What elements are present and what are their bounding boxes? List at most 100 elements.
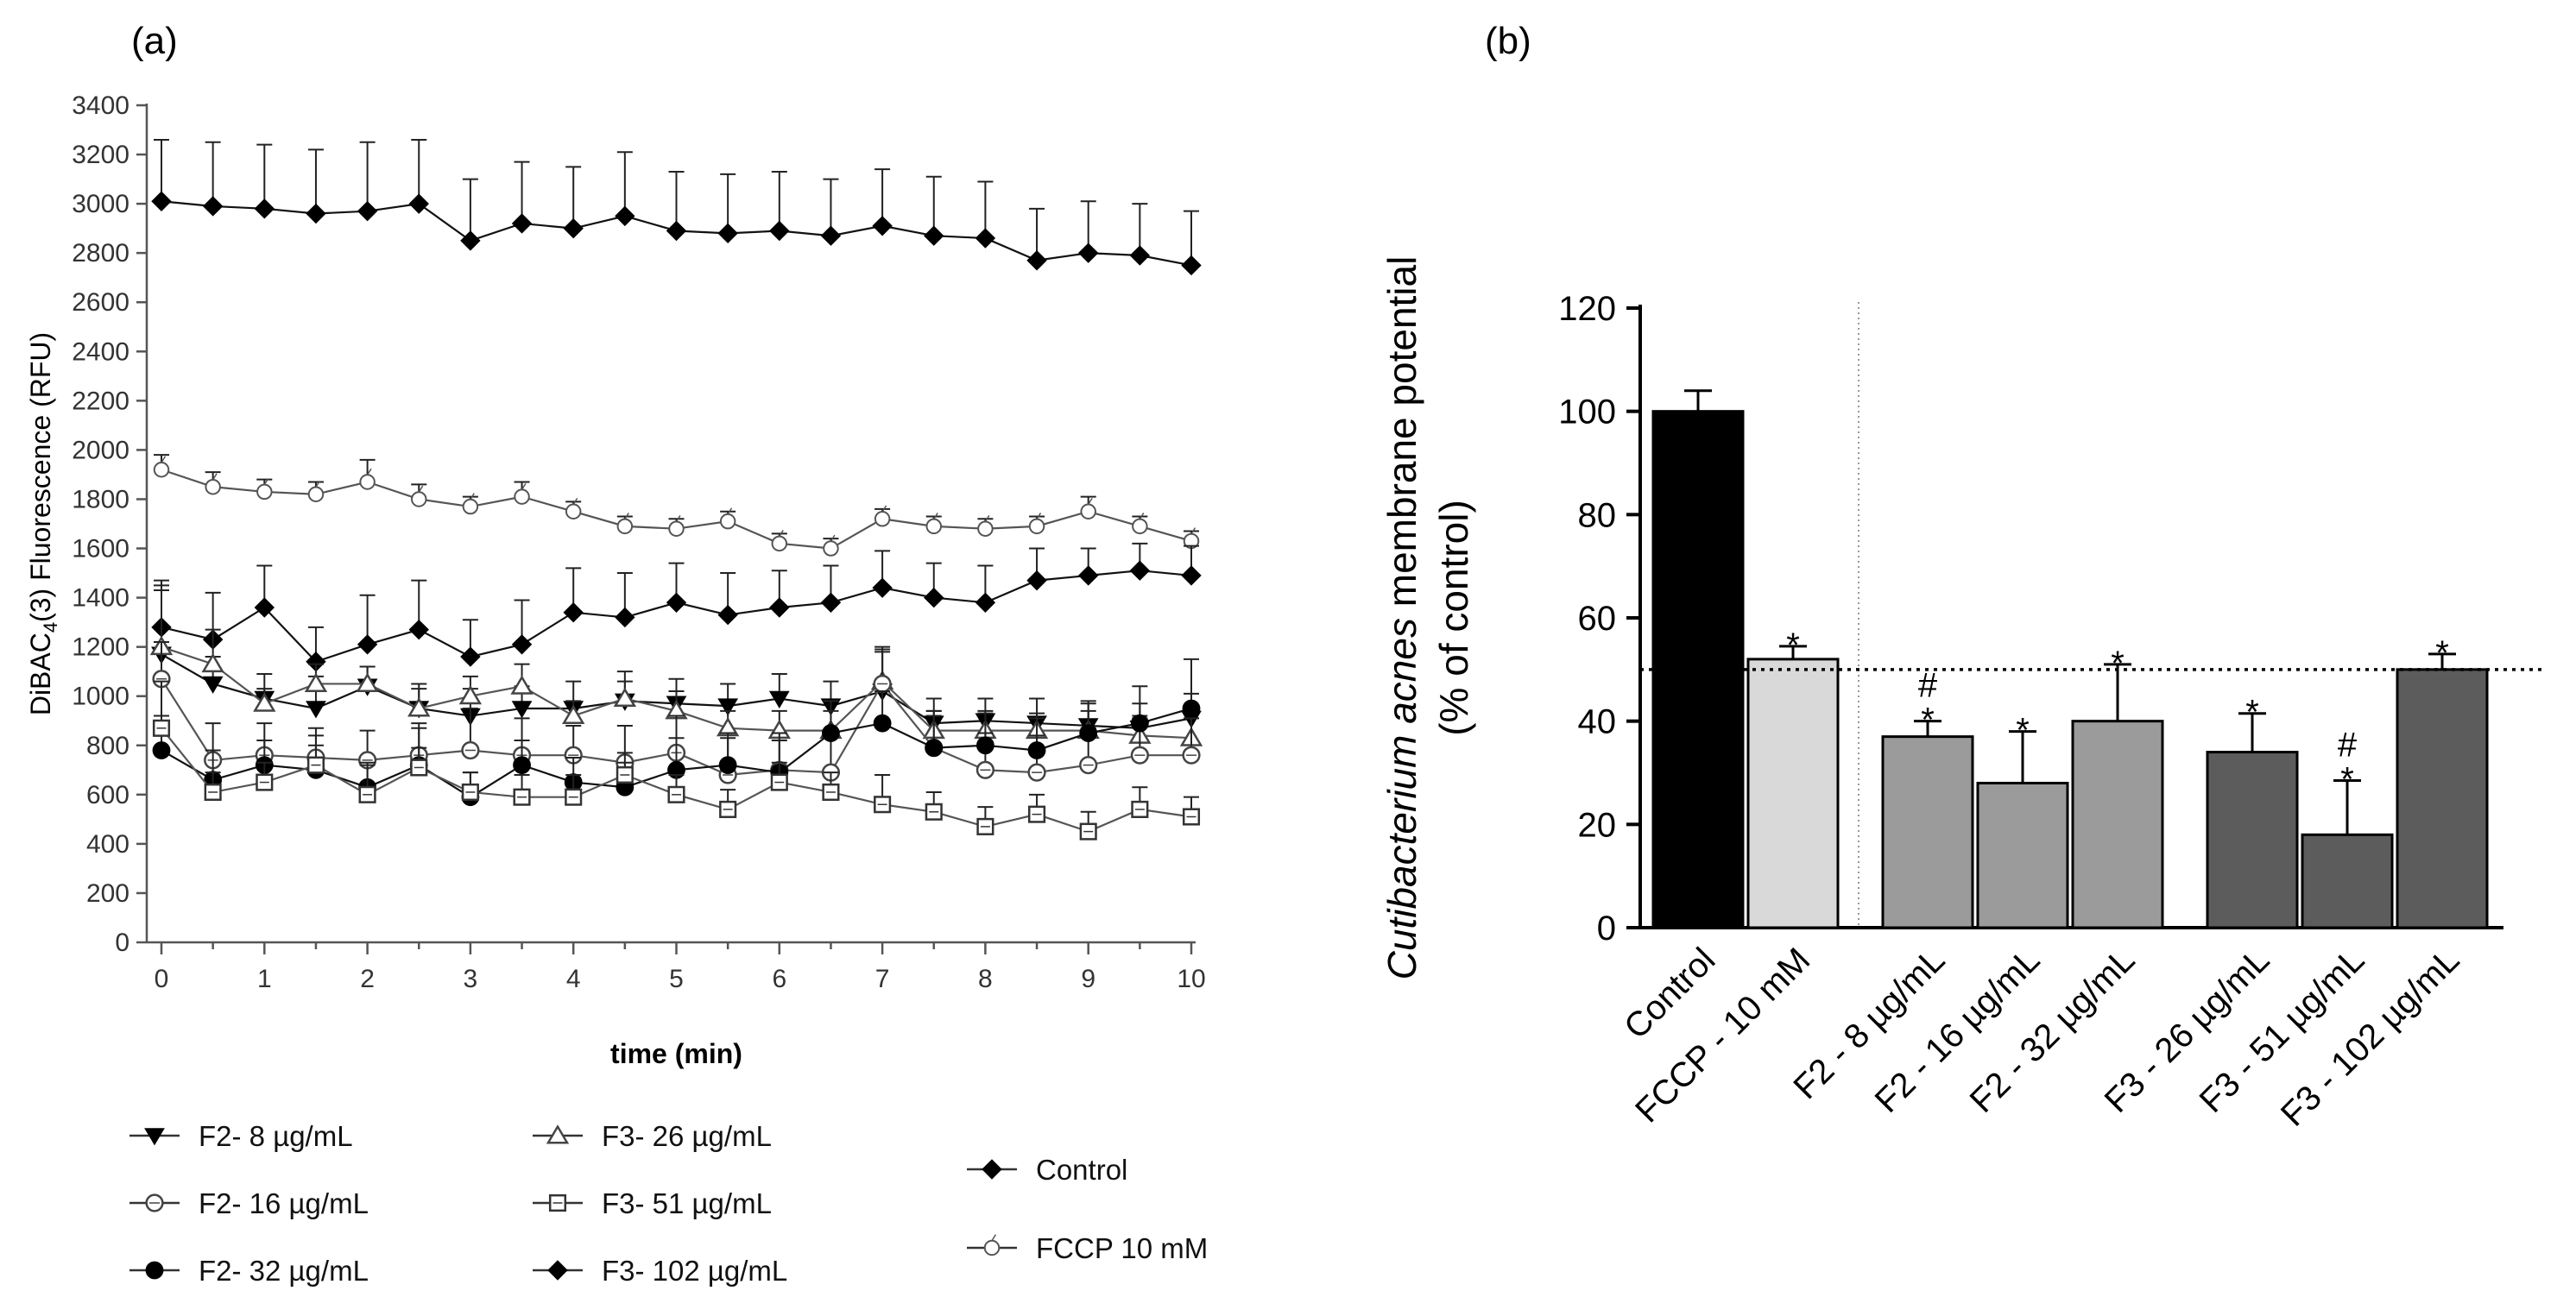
bar (1746, 658, 1840, 929)
data-point (458, 684, 483, 705)
x-tick-label: 0 (155, 965, 169, 993)
significance-star: * (1786, 627, 1800, 664)
data-point (717, 223, 738, 244)
data-point (1129, 245, 1151, 266)
y-tick-label: 400 (86, 830, 129, 859)
data-point (717, 604, 738, 626)
data-point (153, 456, 170, 478)
bar (2396, 668, 2489, 929)
data-point (1079, 822, 1097, 841)
data-point (872, 577, 893, 598)
y-tick-label: 1400 (72, 584, 129, 613)
data-point (924, 587, 944, 608)
legend-marker (983, 1234, 1001, 1256)
x-tick-label: 9 (1081, 965, 1095, 993)
data-point (1080, 497, 1096, 519)
data-point (1129, 560, 1151, 581)
data-point (254, 198, 275, 219)
significance-star: * (2111, 645, 2125, 683)
data-point (616, 765, 634, 784)
y-tick-label: 3000 (72, 190, 129, 218)
bar (1976, 781, 2069, 929)
data-point (1132, 513, 1148, 535)
data-point (616, 513, 634, 535)
x-tick-label: 2 (360, 965, 375, 993)
bar (2206, 751, 2299, 929)
data-point (976, 817, 994, 835)
bar (2071, 720, 2164, 929)
data-point (769, 220, 790, 242)
significance-star: * (1921, 702, 1935, 740)
legend-marker (547, 1260, 568, 1281)
x-tick-label: 4 (566, 965, 581, 993)
data-point (873, 714, 892, 733)
legend-item: F3- 51 µg/mL (533, 1187, 772, 1219)
y-tick-label: 2000 (72, 436, 129, 464)
y-tick-label: 20 (1578, 806, 1617, 844)
bar (2301, 833, 2394, 929)
significance-star: * (2435, 634, 2449, 672)
y-tick-label: 0 (115, 929, 129, 957)
category-label: F3 - 51 µg/mL (2193, 941, 2372, 1120)
data-point (152, 741, 171, 759)
data-point (613, 687, 637, 708)
legend-marker (144, 1128, 165, 1146)
data-point (718, 756, 737, 774)
data-point (925, 513, 942, 535)
data-point (407, 697, 431, 717)
legend-item: F2- 32 µg/mL (129, 1255, 369, 1287)
data-point (357, 200, 378, 222)
data-point (1182, 699, 1201, 718)
data-point (254, 597, 275, 618)
data-point (1079, 755, 1098, 775)
legend-item: FCCP 10 mM (967, 1232, 1208, 1264)
significance-star: * (2016, 712, 2030, 750)
data-point (925, 739, 944, 758)
data-point (1182, 746, 1201, 765)
y-axis-title: DiBAC4(3) Fluorescence (RFU) (25, 332, 61, 715)
significance-hash: # (2338, 726, 2358, 764)
data-point (306, 203, 326, 224)
data-point (719, 800, 737, 818)
data-point (822, 724, 840, 742)
panel-a-label: (a) (131, 20, 178, 62)
legend-label: F3- 51 µg/mL (602, 1187, 772, 1219)
significance-star: * (2340, 760, 2354, 798)
x-axis-title: time (min) (610, 1038, 742, 1069)
data-point (304, 672, 328, 692)
data-point (874, 505, 891, 527)
legend-label: F2- 8 µg/mL (199, 1120, 353, 1152)
data-point (975, 228, 996, 249)
data-point (1077, 565, 1099, 586)
panel-a-chart: 0 200 400 600 800 1000 1200 1400 1600 1800 2000 220… (25, 91, 1206, 1069)
y-tick-label: 1800 (72, 485, 129, 513)
y-tick-label: 3400 (72, 91, 129, 120)
legend-marker (145, 1193, 164, 1212)
data-point (408, 193, 429, 214)
y-axis-title: Cutibacterium acnes membrane potential (1380, 256, 1424, 980)
series-control (151, 138, 1202, 276)
data-point (511, 213, 533, 234)
data-point (562, 704, 585, 725)
data-point (874, 796, 892, 814)
data-point (256, 773, 274, 791)
data-point (1026, 250, 1047, 271)
y-tick-label: 3200 (72, 141, 129, 169)
data-point (1028, 805, 1046, 823)
y-axis-title-line2: (% of control) (1431, 500, 1476, 736)
category-label: F3 - 102 µg/mL (2274, 941, 2466, 1133)
data-point (771, 530, 788, 552)
data-point (204, 783, 222, 802)
data-point (511, 634, 533, 655)
panel-b-label: (b) (1485, 20, 1531, 62)
legend-label: F2- 16 µg/mL (199, 1187, 369, 1219)
legend-label: F3- 26 µg/mL (602, 1120, 772, 1152)
y-tick-label: 600 (86, 781, 129, 809)
data-point (925, 803, 943, 821)
data-point (256, 478, 273, 501)
data-point (975, 592, 996, 614)
data-point (668, 514, 685, 537)
data-point (563, 601, 584, 623)
data-point (253, 692, 276, 712)
y-tick-label: 60 (1578, 600, 1617, 638)
